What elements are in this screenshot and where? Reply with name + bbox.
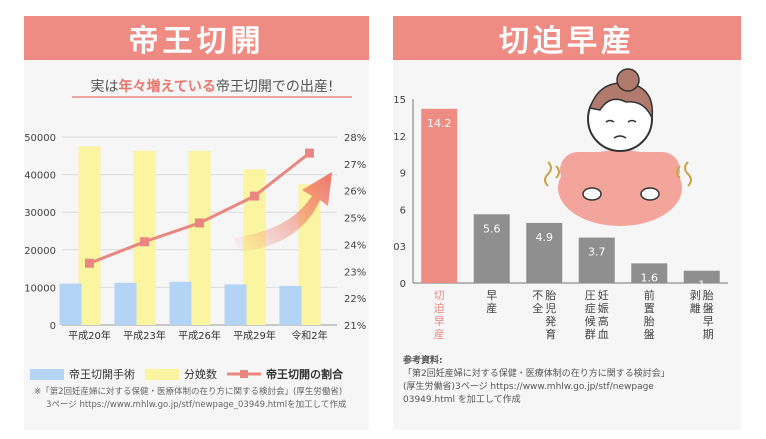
legend-surgery: 帝王切開手術: [30, 366, 135, 382]
ref-title: 参考資料:: [403, 356, 443, 366]
ref-line-1: 「第2回妊産婦に対する保健・医療体制の在り方に関する検討会」: [403, 369, 670, 379]
left-legend: 帝王切開手術 分娩数 帝王切開の割合: [30, 366, 343, 382]
legend-births: 分娩数: [145, 366, 217, 382]
ratio-point: [195, 218, 204, 228]
surgery-bar: [224, 284, 247, 325]
right-y-tick: 26%: [344, 187, 366, 198]
left-x-tick: 平成20年: [68, 329, 111, 342]
left-source-note-2: 3ページ https://www.mhlw.go.jp/stf/newpage_…: [46, 400, 347, 410]
ratio-point: [305, 148, 314, 158]
left-x-tick: 平成29年: [233, 329, 276, 342]
surgery-bar: [169, 281, 192, 325]
left-x-tick: 平成23年: [123, 329, 166, 342]
legend-ratio: 帝王切開の割合: [227, 366, 343, 382]
trend-arrow-icon: [234, 172, 332, 252]
left-y-tick: 10000: [24, 283, 56, 294]
left-y-tick: 20000: [24, 246, 56, 257]
surgery-bar: [114, 282, 137, 325]
surgery-bar: [279, 285, 302, 325]
legend-label-births: 分娩数: [184, 368, 217, 381]
left-y-tick: 0: [50, 321, 56, 332]
pregnant-woman-illustration: [544, 68, 692, 226]
right-y-tick: 23%: [344, 267, 366, 278]
right-y-tick: 28%: [344, 133, 366, 144]
ratio-point: [140, 237, 149, 247]
right-y-tick: 21%: [344, 321, 366, 332]
right-y-tick: 25%: [344, 214, 366, 225]
right-y-tick: 24%: [344, 240, 366, 251]
ref-line-2: (厚生労働省)3ページ https://www.mhlw.go.jp/stf/n…: [403, 382, 654, 392]
ratio-point: [85, 258, 94, 268]
ratio-point: [250, 191, 259, 201]
legend-swatch-surgery: [30, 368, 64, 380]
ref-line-3: 03949.html を加工して作成: [403, 395, 521, 405]
right-banner-title: 切迫早産: [393, 16, 741, 60]
legend-swatch-ratio: [227, 370, 261, 378]
left-x-tick: 平成26年: [178, 329, 221, 342]
left-source-note-1: ※「第2回妊産婦に対する保健・医療体制の在り方に関する検討会」(厚生労働省): [34, 387, 343, 397]
pain-marks-icon: [544, 161, 692, 187]
left-y-tick: 30000: [24, 208, 56, 219]
legend-label-surgery: 帝王切開手術: [69, 368, 135, 381]
woman-icon: [558, 68, 682, 226]
left-banner-title: 帝王切開: [24, 16, 369, 60]
right-y-tick: 22%: [344, 294, 366, 305]
left-axis-labels: 0 10000 20000 30000 40000 50000 21% 22% 23% 24% 25…: [24, 133, 366, 342]
ratio-line: [85, 148, 314, 268]
left-x-tick: 令和2年: [291, 329, 327, 342]
births-bar: [188, 150, 211, 325]
right-references: 参考資料: 「第2回妊産婦に対する保健・医療体制の在り方に関する検討会」 (厚生…: [403, 355, 670, 407]
left-y-tick: 40000: [24, 171, 56, 182]
headline: 実は年々増えている帝王切開での出産!: [91, 78, 334, 95]
legend-swatch-births: [145, 368, 179, 380]
surgery-bar: [59, 283, 82, 325]
right-y-tick: 27%: [344, 160, 366, 171]
left-y-tick: 50000: [24, 133, 56, 144]
births-bar: [78, 146, 101, 325]
legend-label-ratio: 帝王切開の割合: [266, 368, 343, 381]
